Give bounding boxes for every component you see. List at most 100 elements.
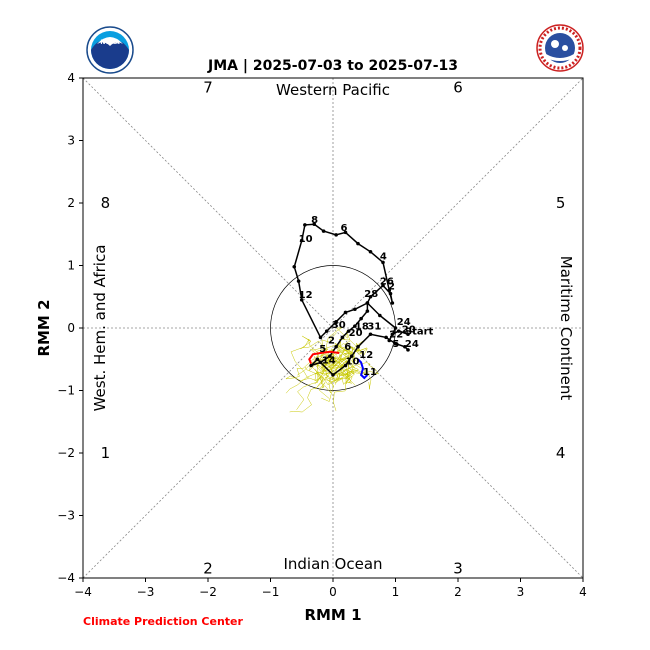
- y-axis-label: RMM 2: [35, 299, 53, 356]
- observed-point: [356, 241, 360, 246]
- y-tick-label: 1: [67, 259, 75, 273]
- day-label: 20: [349, 328, 363, 339]
- day-label: 11: [363, 367, 377, 378]
- observed-point: [343, 310, 348, 315]
- observed-point: [359, 316, 363, 321]
- observed-point: [349, 354, 354, 358]
- observed-point: [384, 335, 388, 340]
- observed-point: [340, 335, 345, 340]
- observed-point: [403, 344, 407, 349]
- observed-point: [353, 307, 357, 312]
- day-label: 6: [344, 342, 351, 353]
- day-label: 26: [380, 276, 394, 287]
- day-label: 28: [364, 289, 378, 300]
- day-label: 14: [322, 356, 336, 367]
- region-label-top: Western Pacific: [276, 81, 390, 99]
- ensemble-member-line: [318, 346, 339, 367]
- day-label: 5: [319, 344, 326, 355]
- x-tick-label: 2: [454, 585, 462, 599]
- day-label: 24: [397, 317, 411, 328]
- observed-point: [387, 338, 392, 343]
- day-label: 6: [341, 223, 348, 234]
- phase-number-label: 5: [556, 194, 566, 212]
- observed-point: [343, 363, 348, 368]
- day-label: 2: [388, 281, 395, 292]
- day-label: 18: [355, 321, 369, 332]
- ensemble-member-line: [320, 349, 340, 372]
- observed-point: [390, 301, 395, 305]
- ensemble-member-line: [318, 348, 338, 368]
- observed-point: [365, 301, 370, 305]
- nws-logo: [536, 24, 584, 72]
- phase-number-label: 6: [453, 78, 463, 96]
- ensemble-member-line: [285, 358, 319, 381]
- region-label-bottom: Indian Ocean: [283, 555, 382, 573]
- observed-point: [365, 309, 370, 313]
- observed-point: [312, 222, 317, 227]
- ensemble-member-line: [290, 340, 325, 382]
- ensemble-member-line: [318, 358, 345, 399]
- day-label: 20: [402, 324, 416, 335]
- ensemble-member-line: [310, 332, 337, 361]
- x-tick-label: −2: [199, 585, 217, 599]
- observed-point: [318, 360, 323, 365]
- ensemble-member-line: [322, 344, 344, 367]
- observed-point: [381, 260, 385, 265]
- x-tick-label: 3: [517, 585, 525, 599]
- observed-point: [315, 357, 320, 362]
- phase-number-label: 3: [453, 560, 463, 578]
- day-label: 10: [299, 234, 313, 245]
- svg-text:NOAA: NOAA: [100, 39, 120, 46]
- observed-point: [309, 363, 313, 368]
- observed-point: [292, 264, 297, 269]
- observed-point: [334, 344, 338, 349]
- observed-point: [368, 249, 373, 254]
- day-label: 12: [299, 290, 313, 301]
- day-label: 8: [311, 215, 318, 226]
- observed-point: [299, 298, 304, 302]
- y-tick-label: 3: [67, 134, 75, 148]
- y-tick-label: 0: [67, 321, 75, 335]
- region-label-right: Maritime Continent: [557, 256, 575, 401]
- phase-number-label: 2: [203, 560, 213, 578]
- ensemble-member-line: [326, 327, 351, 351]
- x-tick-label: 1: [392, 585, 400, 599]
- observed-point: [334, 233, 338, 237]
- phase-number-label: 1: [101, 444, 111, 462]
- observed-point: [303, 223, 307, 227]
- ensemble-member-line: [312, 361, 333, 388]
- observed-point: [324, 329, 329, 333]
- observed-point: [299, 238, 304, 243]
- observed-point: [343, 230, 348, 235]
- day-label: 10: [346, 356, 360, 367]
- x-tick-label: −1: [262, 585, 280, 599]
- x-tick-label: 4: [579, 585, 587, 599]
- day-label: 22: [389, 329, 403, 340]
- credit-text: Climate Prediction Center: [83, 615, 243, 628]
- ensemble-mean-blue-line: [357, 358, 369, 380]
- observed-point: [328, 354, 332, 358]
- day-label: 4: [380, 251, 387, 262]
- y-tick-label: −2: [57, 446, 75, 460]
- ensemble-member-line: [340, 345, 356, 363]
- day-label: 5: [392, 339, 399, 350]
- y-tick-label: 4: [67, 71, 75, 85]
- observed-point: [396, 329, 401, 333]
- phase-number-label: 4: [556, 444, 566, 462]
- x-axis-label: RMM 1: [304, 606, 361, 624]
- chart-title: JMA | 2025-07-03 to 2025-07-13: [207, 58, 458, 74]
- ensemble-member-line: [296, 350, 327, 410]
- observed-point: [356, 344, 360, 349]
- day-label: 30: [332, 320, 346, 331]
- observed-point: [334, 319, 338, 324]
- observed-point: [390, 332, 395, 337]
- observed-point: [296, 279, 301, 283]
- day-label: 24: [405, 339, 419, 350]
- observed-point: [393, 326, 398, 330]
- y-tick-label: −4: [57, 571, 75, 585]
- ensemble-mean-red-line: [308, 350, 340, 364]
- day-label: Start: [405, 326, 434, 337]
- day-label: 12: [359, 350, 373, 361]
- y-tick-label: −3: [57, 509, 75, 523]
